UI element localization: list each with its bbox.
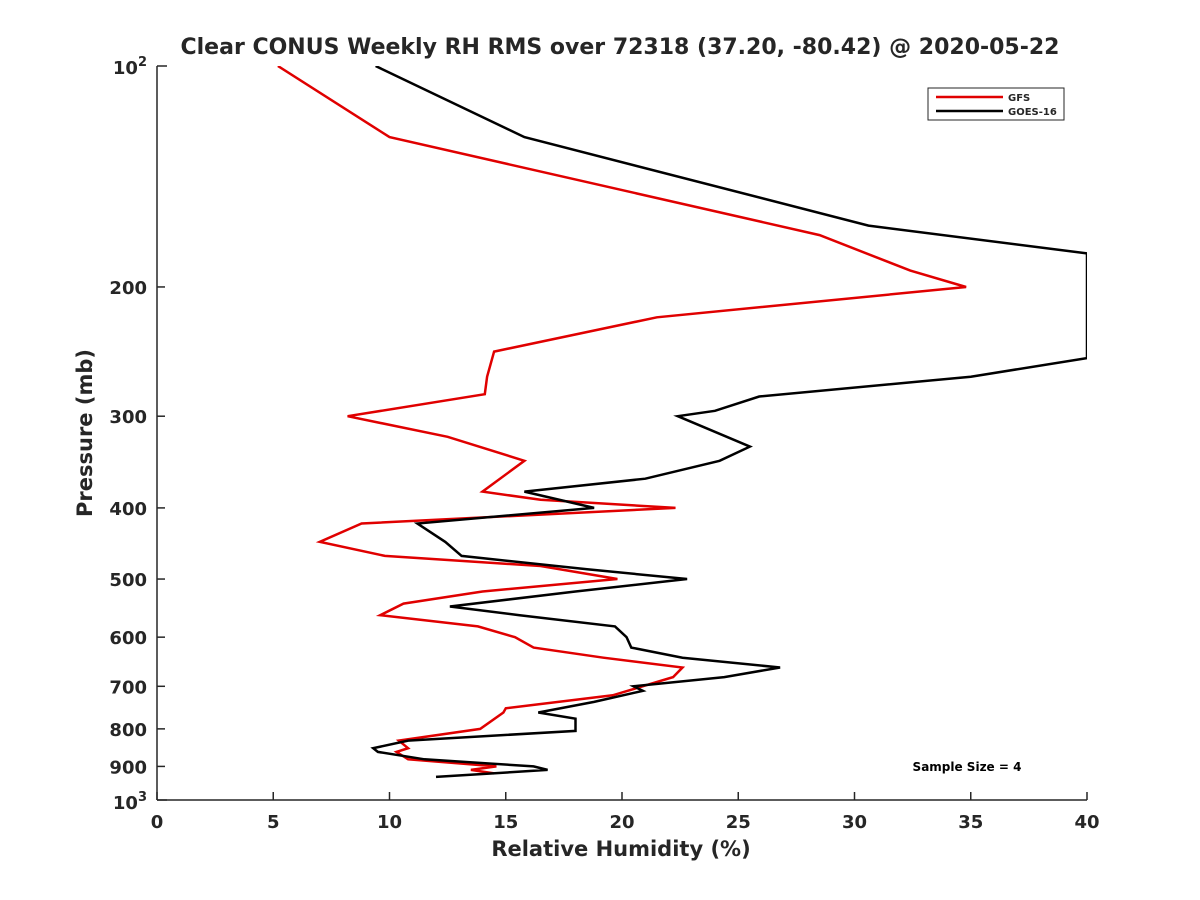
- x-tick-label: 20: [609, 812, 634, 833]
- x-tick-label: 30: [842, 812, 867, 833]
- y-tick-label: 700: [109, 677, 147, 698]
- y-tick-label: 500: [109, 570, 147, 591]
- plot-area: 0 5 10 15 20 25 30 35 40 200 300 400 500 600 700 800 90…: [109, 55, 1099, 833]
- series-line-gfs: [277, 66, 967, 775]
- y-tick-label: 600: [109, 628, 147, 649]
- x-tick-label: 40: [1074, 812, 1099, 833]
- x-ticks: 0 5 10 15 20 25 30 35 40: [151, 792, 1100, 833]
- x-tick-label: 35: [958, 812, 983, 833]
- x-tick-label: 5: [267, 812, 280, 833]
- y-tick-label-top: 102: [113, 55, 147, 79]
- y-tick-label: 200: [109, 278, 147, 299]
- y-tick-label: 300: [109, 407, 147, 428]
- y-tick-label: 900: [109, 757, 147, 778]
- chart-title: Clear CONUS Weekly RH RMS over 72318 (37…: [181, 35, 1060, 60]
- x-tick-label: 0: [151, 812, 164, 833]
- x-tick-label: 25: [726, 812, 751, 833]
- sample-size-annotation: Sample Size = 4: [913, 760, 1022, 774]
- legend: GFS GOES-16: [927, 87, 1065, 121]
- y-tick-label: 400: [109, 499, 147, 520]
- x-tick-label: 10: [377, 812, 402, 833]
- series-line-goes-16: [370, 66, 1087, 779]
- y-tick-label: 800: [109, 720, 147, 741]
- legend-box: [927, 87, 1065, 121]
- x-tick-label: 15: [493, 812, 518, 833]
- y-tick-label-bottom: 103: [113, 790, 147, 814]
- legend-label-gfs: GFS: [1008, 93, 1030, 104]
- y-axis-label: Pressure (mb): [73, 349, 97, 517]
- series-layer: [277, 66, 1087, 779]
- y-ticks: 200 300 400 500 600 700 800 900: [109, 65, 167, 801]
- legend-label-goes-16: GOES-16: [1008, 107, 1057, 118]
- x-axis-label: Relative Humidity (%): [491, 837, 750, 861]
